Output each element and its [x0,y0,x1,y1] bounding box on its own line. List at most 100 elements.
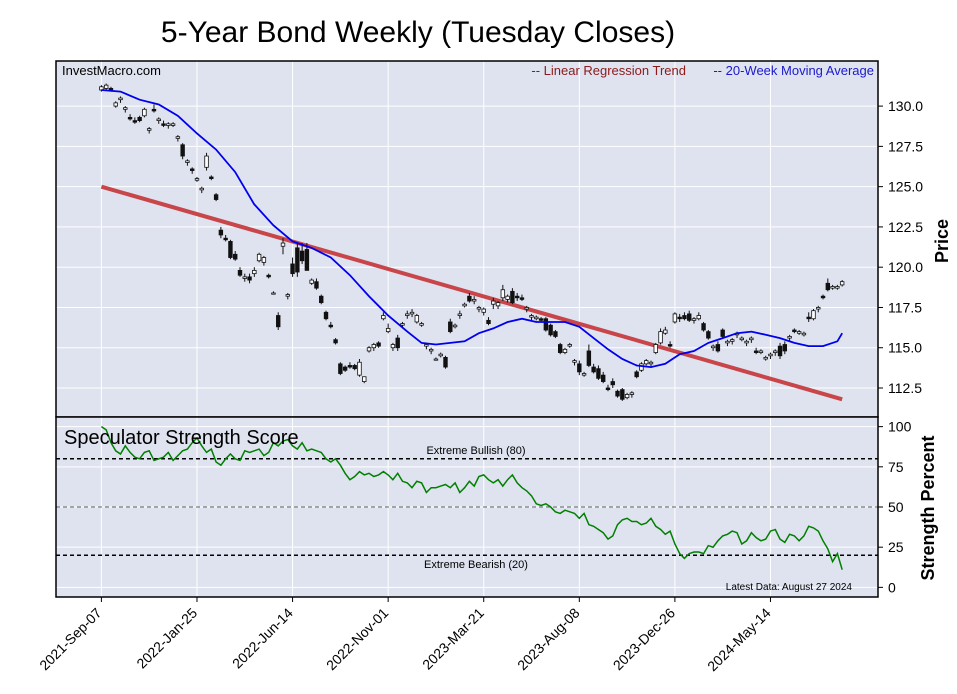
candle [233,251,238,261]
candle [280,238,286,255]
candle-body [577,363,582,373]
candle-body [816,307,821,310]
regression-trend-line [100,184,843,402]
candle-body [644,360,649,365]
candle-body [624,394,630,399]
candle [691,317,697,324]
candle [839,280,845,287]
price-tick-label: 112.5 [888,380,922,396]
price-gridlines [56,61,878,417]
candle-body [682,315,687,320]
candle [285,292,290,300]
candle-body [395,337,400,349]
candle-body [352,365,357,370]
moving-average-layer [101,89,843,369]
candle-body [777,345,783,357]
candle-body [151,108,157,112]
candle [514,292,520,302]
candle-body [371,344,377,349]
candle-body [725,340,730,344]
candle [725,339,730,347]
candle-body [696,315,701,320]
candle [347,362,353,369]
candle [338,362,343,376]
price-axis: 130.0 127.5 125.0 122.5 120.0 117.5 115.0 112.5 [878,98,923,396]
candle [739,336,744,342]
candle-body [510,290,515,304]
candle-body [601,374,606,382]
strength-panel-title: Speculator Strength Score [64,427,299,449]
candle-body [228,241,233,258]
candle [806,312,811,322]
candle-body [261,257,267,263]
strength-axis: 100 75 50 25 0 [878,419,912,595]
candle [161,120,166,128]
candle [190,167,195,174]
candle-body [209,176,214,179]
candle [194,176,200,182]
candle-body [572,360,577,363]
candle [266,273,271,279]
strength-tick-label: 50 [888,499,904,515]
candle-body [242,276,247,279]
candle-body [835,286,840,289]
candle [591,363,596,374]
candle [156,117,161,124]
candle-body [276,315,281,328]
candle-body [634,371,639,378]
candle-body [266,274,271,278]
candle-body [204,155,209,168]
candle [228,239,233,260]
candle [758,349,764,355]
candle [581,371,587,377]
candle [753,347,759,355]
candle-body [452,324,458,328]
candle-body [223,237,228,241]
candle-body [500,289,506,299]
candle-body [457,313,463,316]
candle [448,318,453,334]
candle-body [299,250,305,262]
candle [768,352,773,360]
candle [524,305,529,313]
candle-body [758,350,764,353]
candle [342,365,348,372]
candle-body [347,365,353,368]
candle-body [433,358,439,361]
candle-body [744,340,749,344]
candle-body [605,387,611,391]
candle-body [285,294,290,297]
x-tick-label: 2023-Mar-21 [419,604,487,672]
candle [687,310,692,322]
candle [620,388,625,401]
regression-trend-layer [100,184,843,402]
candle [763,355,768,361]
candle-body [782,344,788,352]
candle-body [213,194,219,200]
candle [213,193,219,202]
candle-body [271,292,276,295]
candle-body [586,350,592,366]
candle [409,309,415,318]
candle [505,294,510,303]
candle [710,344,716,351]
candle-body [328,324,333,328]
candle-body [486,319,491,324]
candle-body [796,331,802,334]
candle-body [194,178,200,181]
candle [137,115,142,123]
candle-body [314,281,319,289]
candle-body [233,253,238,260]
price-tick-label: 115.0 [888,340,922,356]
candle [252,267,257,277]
candle-body [825,282,831,291]
strength-line-layer [100,425,843,570]
candle [672,312,678,324]
candle [706,330,711,340]
candle [548,323,553,337]
candle-body [519,297,525,300]
candle [381,312,386,321]
candle-body [338,363,343,374]
candle [773,349,778,356]
candle [185,159,190,166]
